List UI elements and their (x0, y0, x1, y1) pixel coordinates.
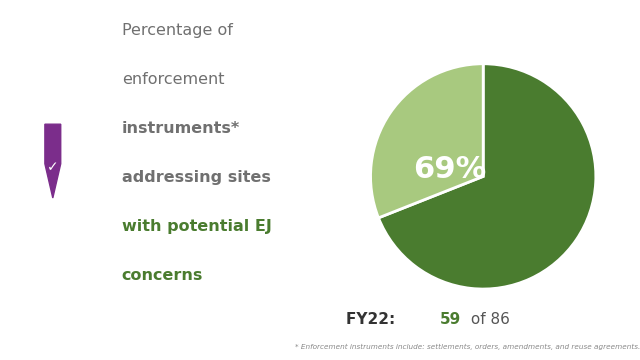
Text: Percentage of: Percentage of (122, 23, 232, 38)
PathPatch shape (45, 124, 61, 198)
PathPatch shape (42, 113, 63, 211)
Text: addressing sites: addressing sites (122, 170, 271, 185)
Text: enforcement: enforcement (122, 72, 224, 87)
Text: 59: 59 (440, 312, 461, 327)
Wedge shape (371, 64, 483, 218)
Text: ✓: ✓ (47, 161, 59, 174)
Text: concerns: concerns (122, 268, 203, 283)
Text: with potential EJ: with potential EJ (122, 219, 271, 234)
Text: of 86: of 86 (466, 312, 509, 327)
Text: * Enforcement instruments include: settlements, orders, amendments, and reuse ag: * Enforcement instruments include: settl… (295, 345, 640, 350)
Text: FY22:: FY22: (346, 312, 405, 327)
Text: instruments*: instruments* (122, 121, 240, 136)
Wedge shape (378, 64, 596, 289)
Text: PROTECT: PROTECT (28, 247, 78, 257)
Text: 69%: 69% (413, 155, 486, 184)
